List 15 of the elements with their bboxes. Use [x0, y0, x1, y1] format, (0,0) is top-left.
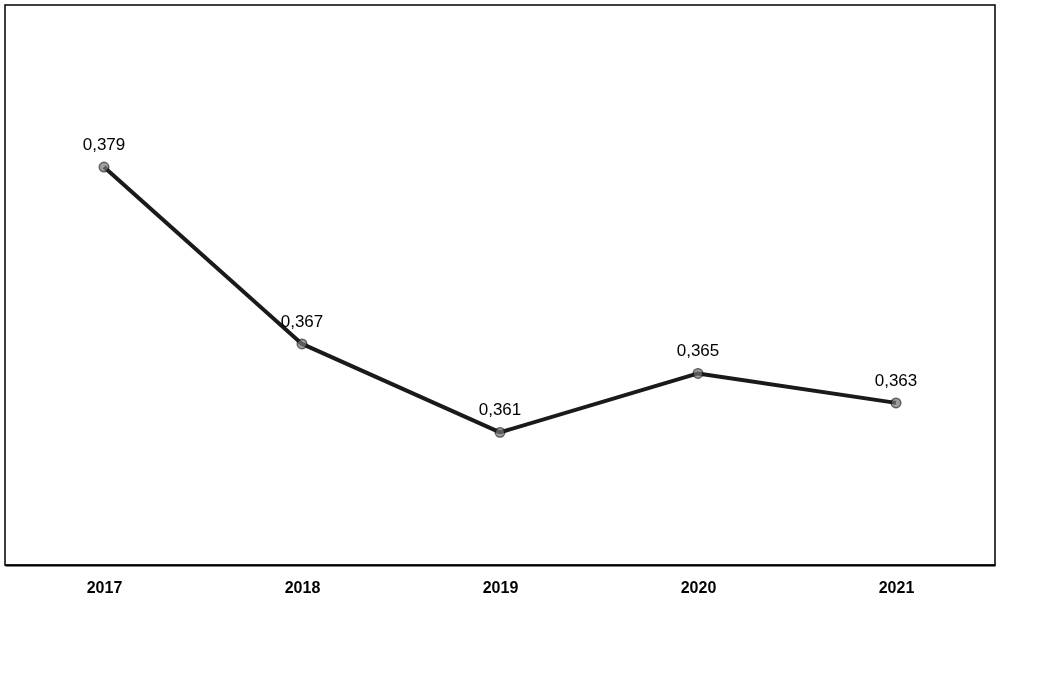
- x-tick-label: 2018: [284, 578, 321, 596]
- data-label: 0,365: [676, 341, 720, 361]
- point: [98, 161, 110, 173]
- data-label: 0,367: [280, 311, 324, 331]
- point: [494, 426, 506, 438]
- data-label: 0,379: [82, 135, 126, 155]
- point: [692, 367, 704, 379]
- x-tick-label: 2019: [482, 578, 519, 596]
- x-tick-label: 2020: [680, 578, 717, 596]
- x-tick-label: 2021: [878, 578, 915, 596]
- point: [890, 397, 902, 409]
- data-label: 0,361: [478, 400, 522, 420]
- x-tick-label: 2017: [86, 578, 123, 596]
- data-label: 0,363: [874, 370, 918, 390]
- point: [296, 338, 308, 350]
